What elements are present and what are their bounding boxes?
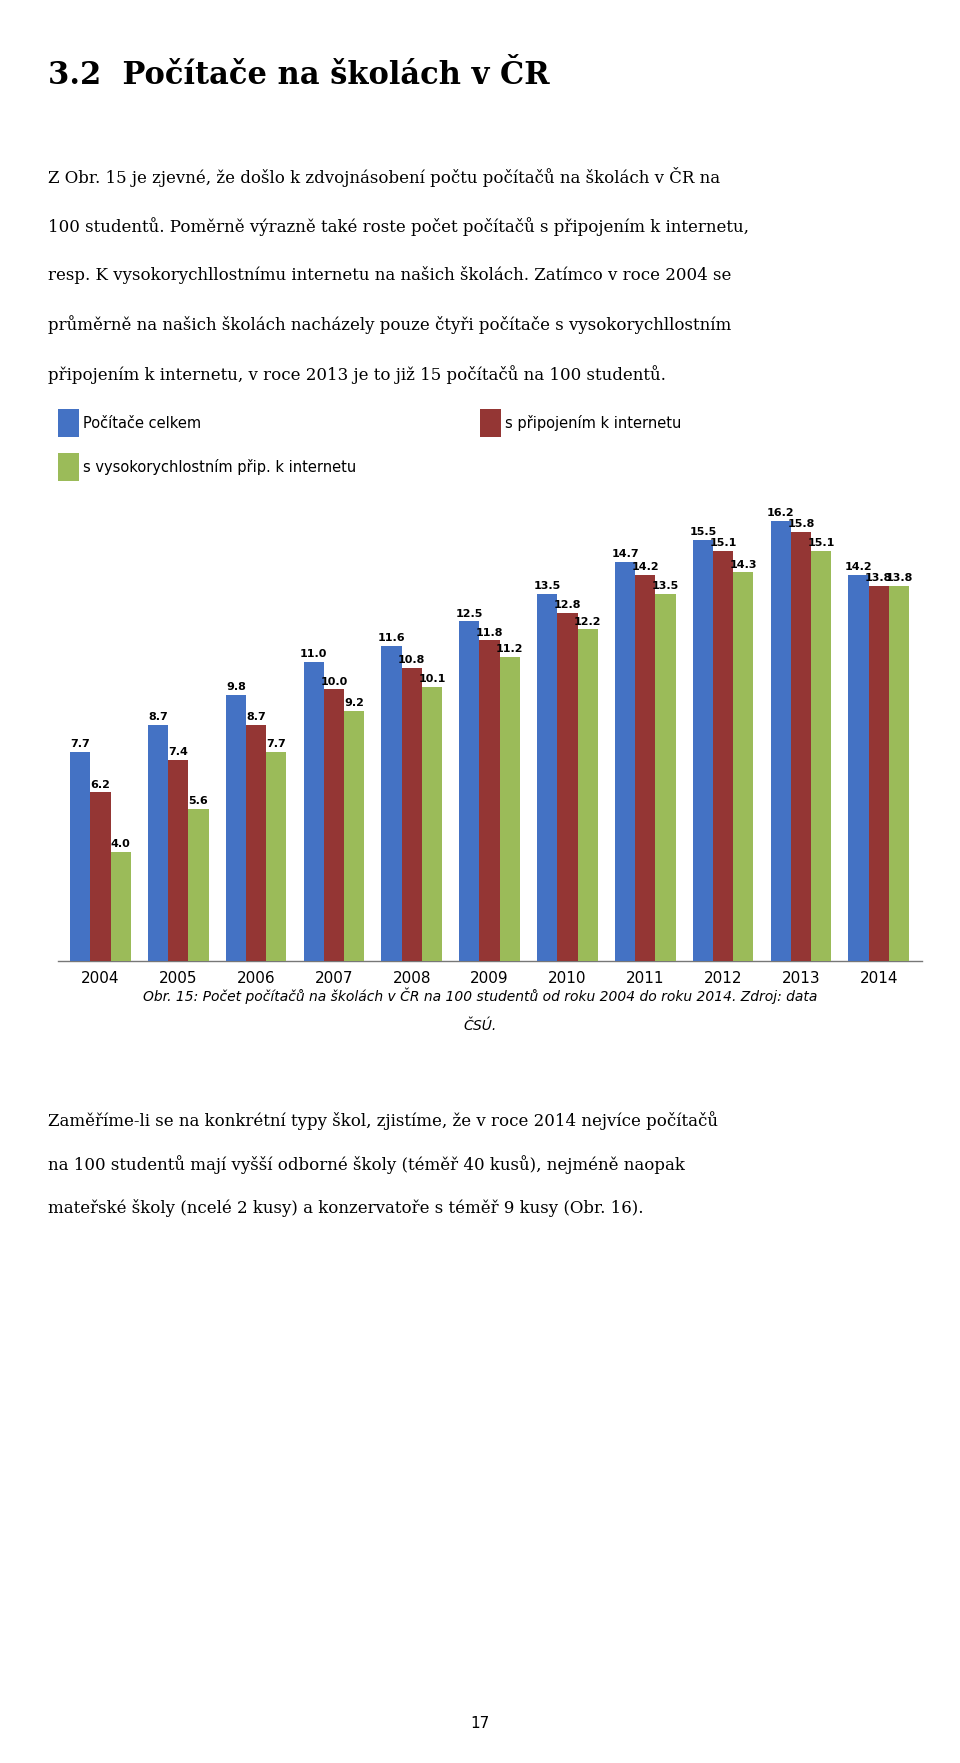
Text: průměrně na našich školách nacházely pouze čtyři počítače s vysokorychllostním: průměrně na našich školách nacházely pou… (48, 316, 732, 335)
Bar (693, 539, 713, 961)
Bar (578, 629, 598, 961)
Text: 8.7: 8.7 (246, 712, 266, 721)
Bar (558, 614, 578, 961)
Text: s vysokorychlostním přip. k internetu: s vysokorychlostním přip. k internetu (83, 458, 356, 476)
Bar (537, 594, 558, 961)
Bar (771, 520, 791, 961)
Text: 15.1: 15.1 (807, 538, 835, 548)
Text: 10.1: 10.1 (419, 673, 445, 684)
Text: 3.2  Počítače na školách v ČR: 3.2 Počítače na školách v ČR (48, 60, 550, 92)
Text: 12.5: 12.5 (456, 608, 483, 619)
Text: 4.0: 4.0 (110, 839, 131, 850)
Bar (90, 792, 110, 961)
Text: 100 studentů. Poměrně výrazně také roste počet počítačů s připojením k internetu: 100 studentů. Poměrně výrazně také roste… (48, 217, 749, 236)
Bar (500, 656, 520, 961)
Bar (849, 575, 869, 961)
Text: 15.5: 15.5 (689, 527, 716, 538)
Text: 16.2: 16.2 (767, 508, 795, 518)
Text: 15.8: 15.8 (787, 518, 815, 529)
Text: 7.7: 7.7 (70, 739, 90, 749)
Text: 5.6: 5.6 (188, 797, 208, 806)
Bar (421, 686, 443, 961)
Bar (811, 550, 831, 961)
Text: s připojením k internetu: s připojením k internetu (505, 414, 682, 432)
Text: 9.2: 9.2 (345, 698, 364, 709)
Text: 11.8: 11.8 (476, 628, 503, 638)
Text: mateřské školy (ncelé 2 kusy) a konzervatoře s téměř 9 kusy (Obr. 16).: mateřské školy (ncelé 2 kusy) a konzerva… (48, 1199, 643, 1216)
Bar (266, 751, 286, 961)
Bar (110, 852, 131, 961)
Bar (459, 621, 479, 961)
Text: 10.8: 10.8 (398, 654, 425, 665)
Bar (324, 689, 344, 961)
Text: 12.2: 12.2 (574, 617, 601, 628)
Text: 14.2: 14.2 (845, 562, 873, 573)
Bar (168, 760, 188, 961)
Text: Obr. 15: Počet počítačů na školách v ČR na 100 studentů od roku 2004 do roku 201: Obr. 15: Počet počítačů na školách v ČR … (143, 987, 817, 1003)
Bar (303, 663, 324, 961)
Text: 11.0: 11.0 (300, 649, 327, 659)
Text: 13.5: 13.5 (652, 582, 679, 591)
Text: Počítače celkem: Počítače celkem (83, 416, 201, 430)
Text: na 100 studentů mají vyšší odborné školy (téměř 40 kusů), nejméně naopak: na 100 studentů mají vyšší odborné školy… (48, 1155, 684, 1174)
Text: Zaměříme-li se na konkrétní typy škol, zjistíme, že v roce 2014 nejvíce počítačů: Zaměříme-li se na konkrétní typy škol, z… (48, 1111, 718, 1130)
Text: 9.8: 9.8 (226, 682, 246, 691)
Bar (401, 668, 421, 961)
Text: 14.7: 14.7 (612, 548, 638, 559)
Bar (733, 573, 754, 961)
Text: 12.8: 12.8 (554, 601, 581, 610)
Text: 10.0: 10.0 (321, 677, 348, 686)
Text: 6.2: 6.2 (90, 779, 110, 790)
Text: 14.2: 14.2 (632, 562, 660, 573)
Text: 13.8: 13.8 (865, 573, 893, 584)
Bar (889, 585, 909, 961)
Bar (636, 575, 656, 961)
Text: 7.7: 7.7 (267, 739, 286, 749)
Text: ČSÚ.: ČSÚ. (464, 1019, 496, 1033)
Bar (70, 751, 90, 961)
Text: 17: 17 (470, 1715, 490, 1731)
Bar (615, 562, 636, 961)
Bar (869, 585, 889, 961)
Bar (246, 725, 266, 961)
Text: 14.3: 14.3 (730, 559, 757, 569)
Text: resp. K vysokorychllostnímu internetu na našich školách. Zatímco v roce 2004 se: resp. K vysokorychllostnímu internetu na… (48, 266, 732, 284)
Text: připojením k internetu, v roce 2013 je to již 15 počítačů na 100 studentů.: připojením k internetu, v roce 2013 je t… (48, 365, 666, 384)
Text: 11.6: 11.6 (377, 633, 405, 643)
Bar (188, 809, 208, 961)
Text: 7.4: 7.4 (168, 748, 188, 756)
Bar (381, 645, 401, 961)
Text: 11.2: 11.2 (496, 643, 523, 654)
Bar (713, 550, 733, 961)
Bar (479, 640, 500, 961)
Text: Z Obr. 15 je zjevné, že došlo k zdvojnásobení počtu počítačů na školách v ČR na: Z Obr. 15 je zjevné, že došlo k zdvojnás… (48, 167, 720, 187)
Text: 8.7: 8.7 (148, 712, 168, 721)
Text: 13.5: 13.5 (534, 582, 561, 591)
Bar (148, 725, 168, 961)
Bar (226, 695, 246, 961)
Text: 15.1: 15.1 (709, 538, 737, 548)
Bar (344, 710, 364, 961)
Text: 13.8: 13.8 (885, 573, 913, 584)
Bar (791, 532, 811, 961)
Bar (656, 594, 676, 961)
